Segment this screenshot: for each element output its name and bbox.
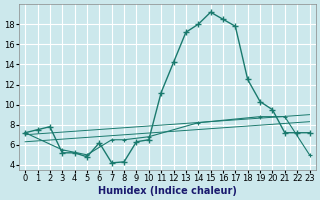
X-axis label: Humidex (Indice chaleur): Humidex (Indice chaleur) — [98, 186, 237, 196]
